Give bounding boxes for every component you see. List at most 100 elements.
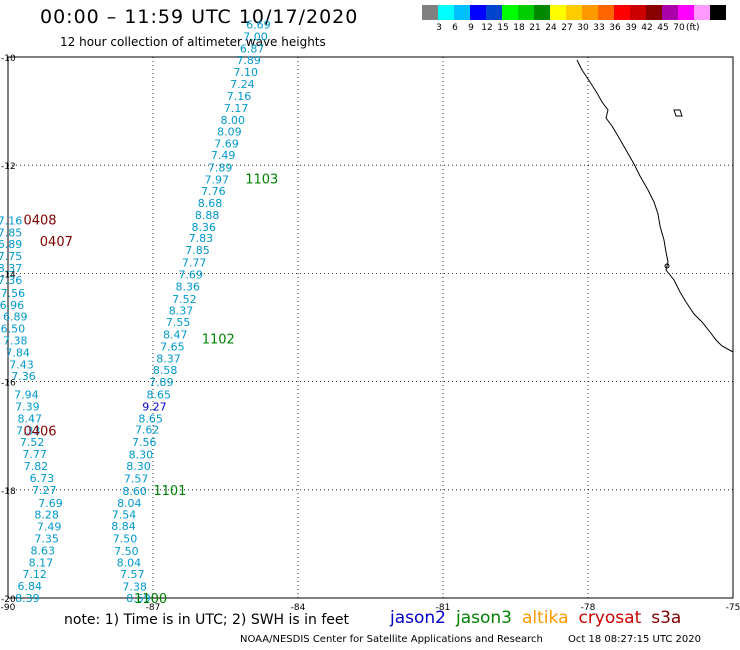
scale-swatch [598, 5, 614, 20]
wave-height-point: 7.52 [172, 293, 197, 306]
wave-height-point: 9.27 [142, 400, 167, 413]
wave-height-point: 7.94 [14, 389, 39, 402]
time-label: 1100 [134, 592, 167, 607]
scale-swatch [534, 5, 550, 20]
grid-lines [8, 57, 733, 598]
scale-label: 21 [529, 23, 541, 33]
scale-swatch [518, 5, 534, 20]
wave-height-point: 7.52 [20, 436, 45, 449]
wave-height-point: 6.84 [18, 580, 43, 593]
wave-height-point: 7.85 [185, 244, 210, 257]
wave-height-point: 7.39 [15, 400, 40, 413]
wave-height-point: 7.50 [113, 532, 138, 545]
wave-height-point: 7.36 [0, 274, 22, 287]
legend-jason3: jason3 [456, 608, 512, 628]
wave-height-point: 7.69 [214, 138, 239, 151]
axis-tick-labels: -90 -87 -84 -81 -78 -75 -10 -12 -14 -16 -18 -20 [1, 54, 740, 613]
wave-height-point: 8.09 [217, 126, 242, 139]
legend-s3a: s3a [651, 608, 682, 628]
scale-swatch [422, 5, 438, 20]
scale-label: 6 [452, 23, 458, 33]
wave-height-point: 8.68 [198, 197, 223, 210]
wave-height-point: 8.37 [156, 352, 181, 365]
wave-height-point: 7.57 [120, 568, 145, 581]
scale-swatch [486, 5, 502, 20]
wave-height-point: 7.97 [205, 173, 230, 186]
wave-height-point: 7.75 [0, 250, 22, 263]
time-labels: 1100 1101 1102 1103 0406 0407 0408 [23, 173, 278, 607]
scale-swatch [710, 5, 726, 20]
wave-height-point: 6.73 [30, 472, 55, 485]
wave-height-point: 7.65 [160, 340, 185, 353]
scale-swatch [470, 5, 486, 20]
plot-border [7, 56, 734, 599]
wave-height-point: 7.50 [114, 545, 139, 558]
time-label: 1103 [245, 173, 278, 188]
island-outline [673, 109, 683, 117]
note-text: note: 1) Time is in UTC; 2) SWH is in fe… [64, 612, 350, 628]
scale-swatch [694, 5, 710, 20]
scale-swatch [438, 5, 454, 20]
scale-swatch [678, 5, 694, 20]
time-label: 1102 [202, 332, 235, 347]
wave-height-point: 7.43 [9, 358, 34, 371]
island-outline [664, 263, 670, 269]
scale-label: 9 [468, 23, 474, 33]
wave-height-point: 7.38 [3, 334, 28, 347]
wave-height-point: 6.69 [246, 19, 271, 32]
page-subtitle: 12 hour collection of altimeter wave hei… [60, 35, 326, 49]
scale-unit: (ft) [686, 23, 700, 33]
wave-height-point: 8.37 [169, 305, 194, 318]
page-title: 00:00 – 11:59 UTC 10/17/2020 [40, 6, 359, 28]
wave-height-point: 7.89 [149, 376, 174, 389]
scale-swatch [614, 5, 630, 20]
time-label: 0408 [23, 213, 56, 228]
wave-height-point: 7.77 [22, 448, 47, 461]
scale-label: 36 [609, 23, 621, 33]
x-tick-label: -87 [146, 603, 161, 613]
scale-label: 12 [481, 23, 493, 33]
wave-height-point: 8.65 [138, 412, 163, 425]
wave-height-point: 8.63 [31, 544, 56, 557]
scale-label: 3 [436, 23, 442, 33]
coastline [576, 59, 734, 353]
wave-height-point: 8.60 [122, 485, 147, 498]
wave-height-point: 7.49 [211, 149, 236, 162]
wave-height-point: 7.16 [227, 90, 252, 103]
scale-swatch [454, 5, 470, 20]
x-tick-label: -90 [1, 603, 16, 613]
credit-timestamp: Oct 18 08:27:15 UTC 2020 [568, 634, 701, 645]
time-label: 0406 [23, 424, 56, 439]
scale-label: 42 [641, 23, 653, 33]
credit-line: NOAA/NESDIS Center for Satellite Applica… [240, 634, 701, 645]
wave-height-point: 7.24 [230, 78, 255, 91]
time-label: 0407 [40, 235, 73, 250]
legend-altika: altika [522, 608, 569, 628]
scale-label: 27 [561, 23, 573, 33]
legend-jason2: jason2 [390, 608, 446, 628]
scale-label: 45 [657, 23, 669, 33]
scale-swatch [582, 5, 598, 20]
x-tick-label: -78 [581, 603, 596, 613]
wave-height-point: 7.57 [124, 472, 149, 485]
wave-height-point: 6.96 [0, 299, 24, 312]
wave-height-point: 7.17 [224, 102, 249, 115]
wave-height-point: 7.10 [234, 66, 259, 79]
scale-swatch [550, 5, 566, 20]
wave-height-point: 8.59 [126, 592, 151, 605]
wave-height-point: 8.37 [0, 262, 22, 275]
x-tick-label: -81 [436, 603, 451, 613]
wave-height-point: 7.89 [208, 161, 233, 174]
y-tick-label: -12 [1, 162, 16, 172]
wave-height-point: 7.77 [182, 257, 207, 270]
wave-height-point: 7.62 [135, 424, 160, 437]
scale-label: 18 [513, 23, 525, 33]
wave-height-point: 8.58 [153, 364, 178, 377]
wave-height-point: 7.54 [112, 509, 137, 522]
wave-height-point: 7.33 [16, 424, 41, 437]
wave-height-point: 7.12 [22, 568, 47, 581]
scale-label: 70 [673, 23, 685, 33]
wave-height-point: 8.36 [176, 280, 201, 293]
